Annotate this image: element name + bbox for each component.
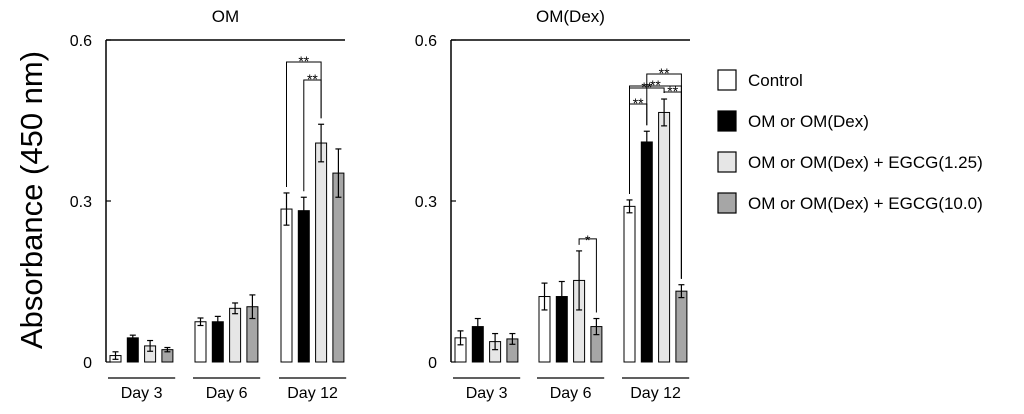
legend-label: OM or OM(Dex) + EGCG(1.25) <box>748 153 983 172</box>
y-tick-label: 0.6 <box>70 33 92 50</box>
significance-bracket <box>629 103 648 194</box>
significance-label: ** <box>307 71 318 87</box>
significance-bracket <box>663 91 682 279</box>
significance-label: ** <box>650 77 661 93</box>
bar <box>658 111 671 363</box>
bar <box>211 321 224 363</box>
significance-bracket <box>303 79 322 192</box>
legend-swatch <box>717 151 737 173</box>
legend-swatch <box>717 192 737 214</box>
significance-bracket <box>629 85 682 279</box>
y-tick-label: 0 <box>428 355 437 372</box>
bar <box>332 172 345 363</box>
bar <box>297 210 310 363</box>
figure-y-axis-label: Absorbance (450 nm) <box>14 51 49 349</box>
legend-swatch <box>717 69 737 91</box>
panel-om: OM 0 0.3 0.6 Day 3 Day 6 Day 12 ** ** <box>70 7 347 402</box>
bar <box>623 205 636 363</box>
chart-title: OM(Dex) <box>536 7 605 26</box>
y-tick-label: 0.3 <box>415 194 437 211</box>
bar <box>675 290 688 363</box>
y-tick-label: 0 <box>83 355 92 372</box>
legend-swatch <box>717 110 737 132</box>
significance-label: ** <box>298 53 309 69</box>
significance-label: * <box>585 232 591 248</box>
legend: Control OM or OM(Dex) OM or OM(Dex) + EGCG… <box>717 69 983 214</box>
y-tick-label: 0.3 <box>70 194 92 211</box>
legend-label: Control <box>748 71 803 90</box>
category-label: Day 3 <box>121 385 163 402</box>
significance-label: ** <box>667 83 678 99</box>
category-label: Day 12 <box>630 385 681 402</box>
bar <box>229 307 242 363</box>
category-label: Day 6 <box>206 385 248 402</box>
significance-label: ** <box>633 95 644 111</box>
bar <box>315 142 328 363</box>
bar <box>194 321 207 363</box>
category-label: Day 12 <box>287 385 338 402</box>
category-label: Day 6 <box>550 385 592 402</box>
bar <box>640 141 653 363</box>
bar <box>126 337 139 363</box>
significance-label: ** <box>659 65 670 81</box>
category-label: Day 3 <box>466 385 508 402</box>
significance-bracket <box>578 238 597 313</box>
bar <box>280 208 293 363</box>
y-tick-label: 0.6 <box>415 33 437 50</box>
chart-title: OM <box>212 7 239 26</box>
legend-label: OM or OM(Dex) <box>748 112 869 131</box>
legend-label: OM or OM(Dex) + EGCG(10.0) <box>748 194 983 213</box>
